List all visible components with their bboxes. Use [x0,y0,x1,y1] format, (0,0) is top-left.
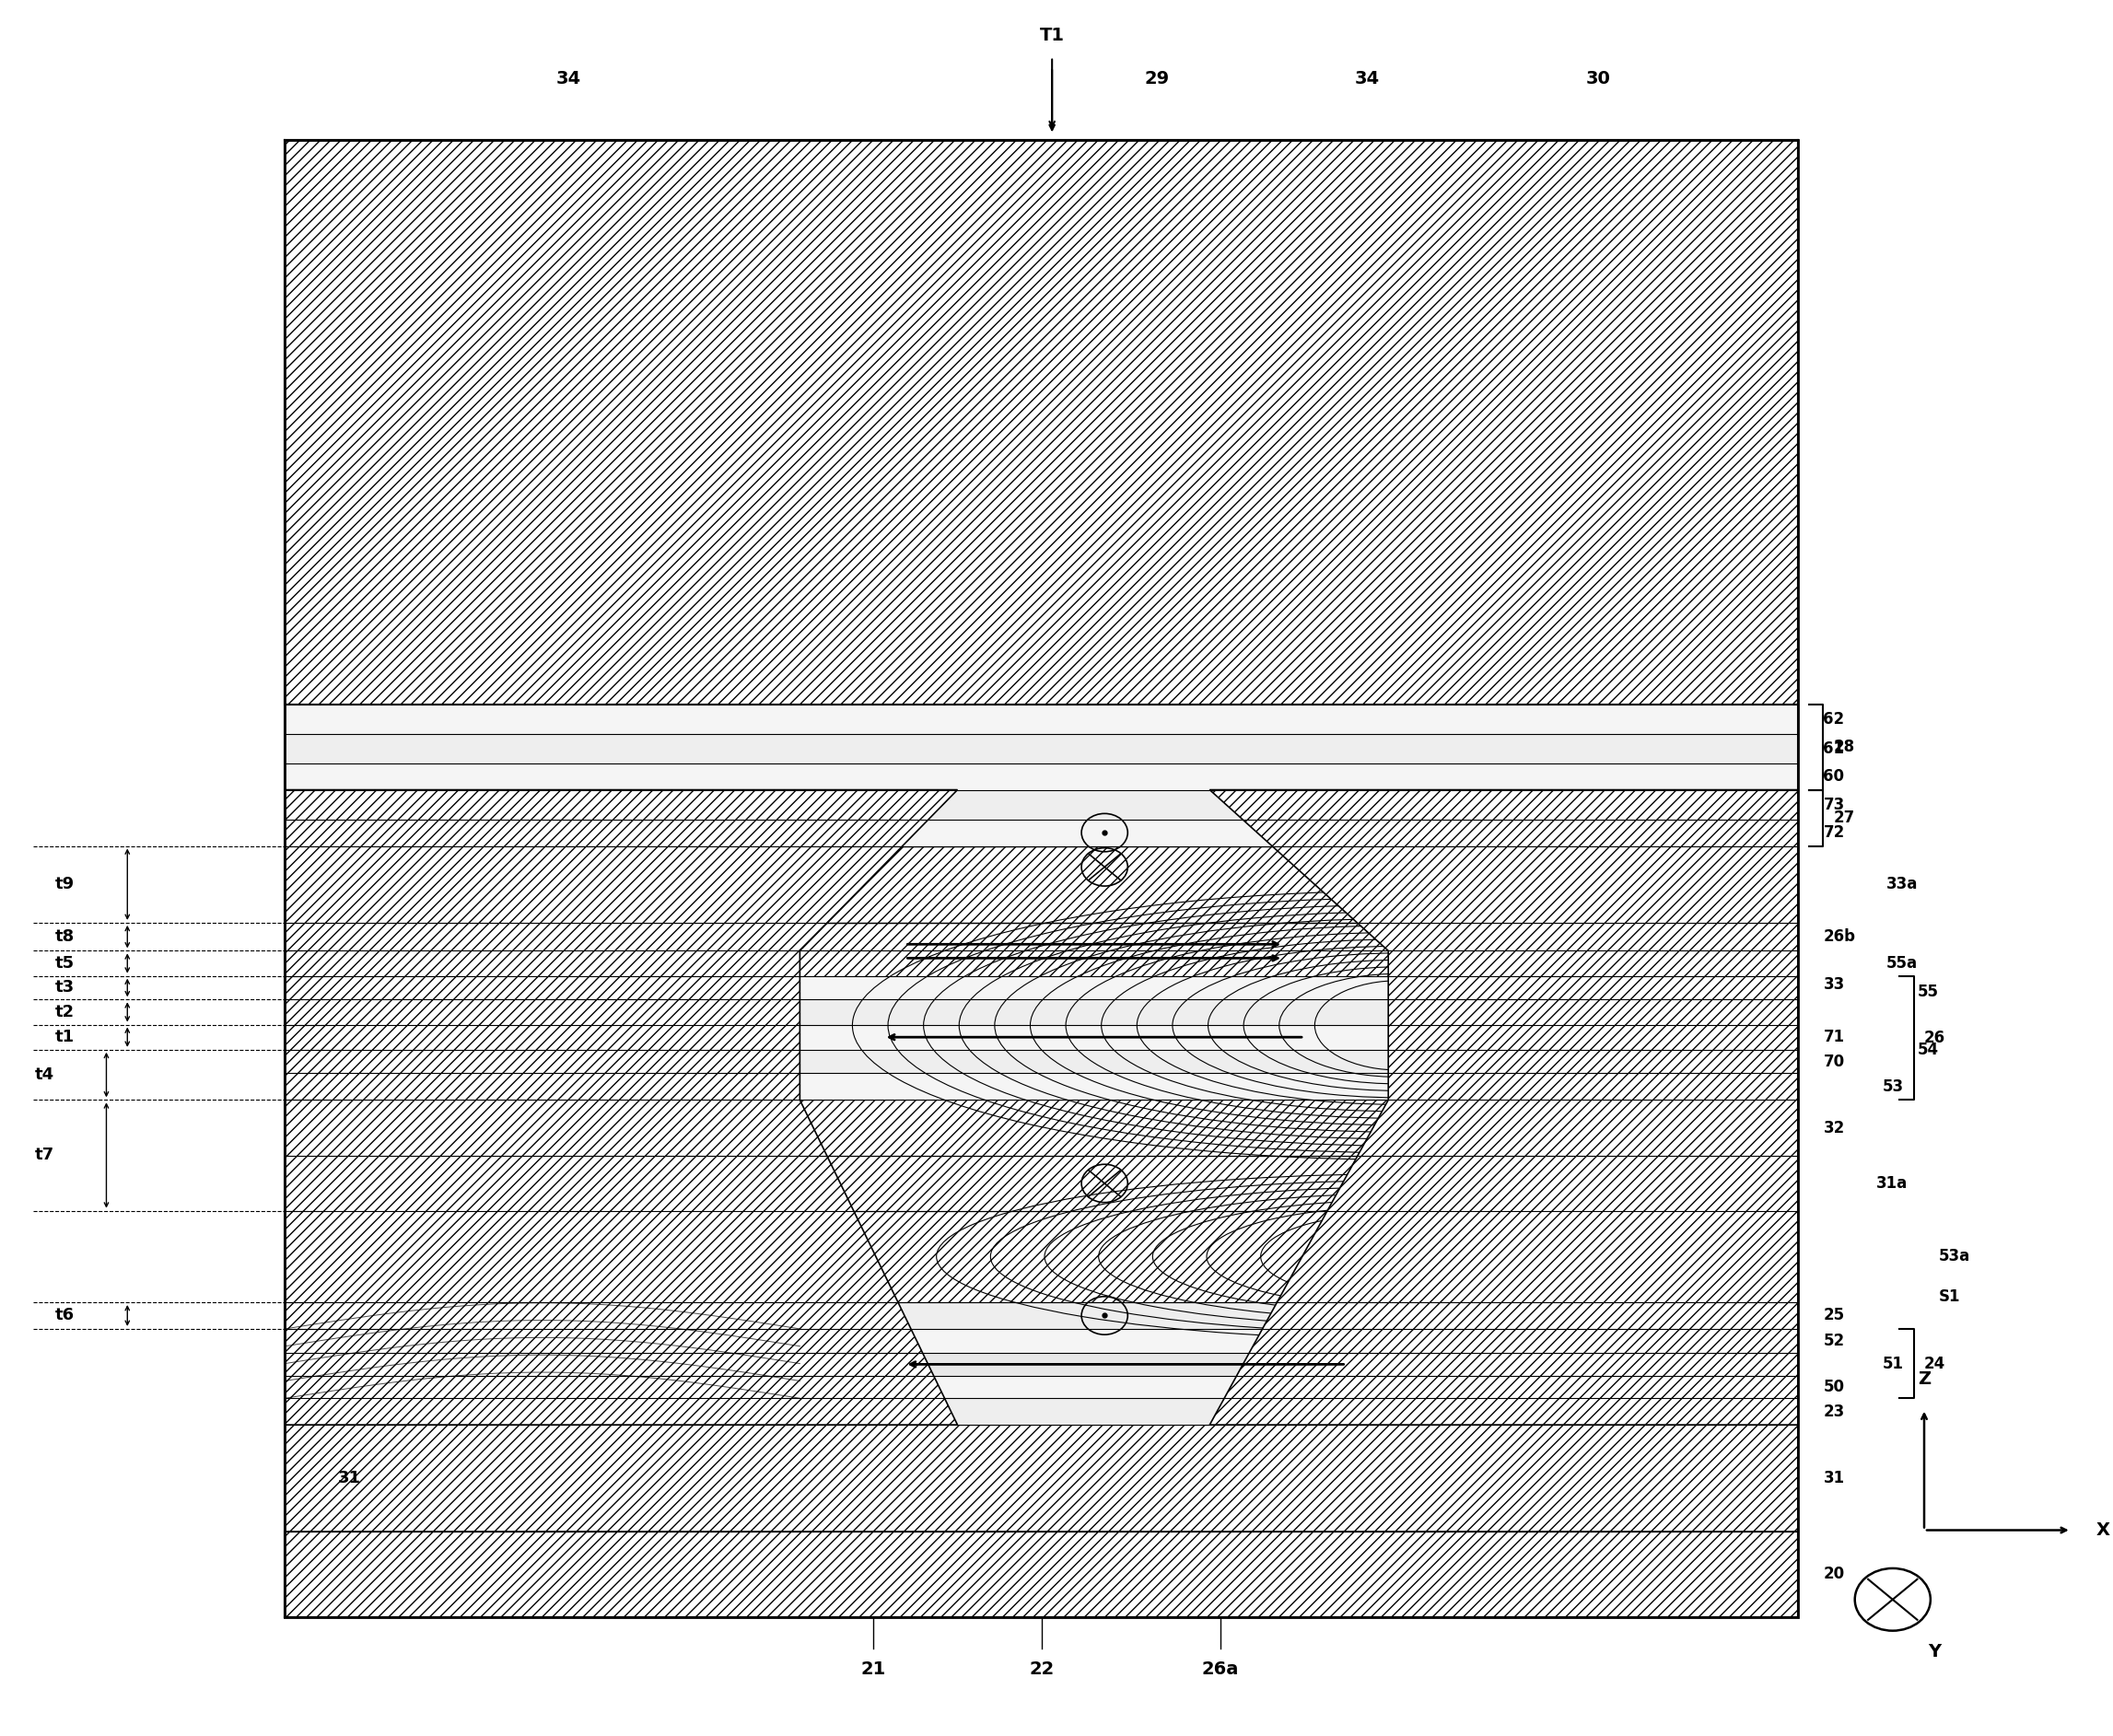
Bar [285,1377,1798,1397]
Text: 71: 71 [1824,1029,1845,1045]
Polygon shape [1209,790,1798,1425]
Text: t7: t7 [34,1147,53,1163]
Text: Y: Y [1929,1642,1942,1660]
Text: 21: 21 [860,1660,885,1677]
Text: 31: 31 [1824,1470,1845,1486]
Text: 26b: 26b [328,929,361,944]
Text: 31: 31 [338,1470,361,1486]
Text: 27: 27 [1834,809,1855,826]
Bar [285,1156,1798,1210]
Text: 26b: 26b [1824,929,1855,944]
Bar [285,1425,1798,1531]
Bar [285,924,1798,951]
Bar [285,734,1798,764]
Text: 52: 52 [1824,1332,1845,1349]
Text: 61: 61 [1824,740,1845,757]
Text: 34: 34 [1354,71,1380,89]
Text: t5: t5 [55,955,74,972]
Text: 60: 60 [1824,769,1845,785]
Text: 32: 32 [1824,1120,1845,1137]
Text: t3: t3 [55,979,74,996]
Text: 20: 20 [1824,1566,1845,1581]
Text: S1: S1 [338,1335,361,1351]
Text: t4: t4 [34,1066,53,1083]
Bar [285,1397,1798,1425]
Text: 33: 33 [338,1147,361,1163]
Bar [285,790,1798,819]
Text: 26: 26 [1925,1029,1946,1047]
Text: 25: 25 [1824,1307,1845,1325]
Text: 33a: 33a [1887,877,1919,892]
Text: 29: 29 [1145,71,1171,89]
Text: 55: 55 [1919,983,1940,1000]
Text: 51: 51 [1883,1356,1904,1373]
Bar [285,951,1798,976]
Text: 50: 50 [1824,1378,1845,1396]
Bar [285,1101,1798,1156]
Bar [285,1024,1798,1050]
Text: 53a: 53a [1940,1248,1971,1266]
Text: S1: S1 [1940,1288,1961,1305]
Text: 32: 32 [338,1175,361,1191]
Text: t6: t6 [55,1307,74,1325]
Text: 53a: 53a [338,1312,372,1328]
Text: Z: Z [1919,1370,1931,1389]
Text: 31a: 31a [338,1266,372,1283]
Text: 28: 28 [1834,740,1855,755]
Text: 33: 33 [1824,976,1845,993]
Bar [285,1073,1798,1101]
Text: 31a: 31a [1876,1175,1908,1191]
Text: 26a: 26a [1202,1660,1238,1677]
Text: X: X [2096,1521,2111,1538]
Text: 70: 70 [1824,1054,1845,1069]
Text: 62: 62 [1824,710,1845,727]
Bar [285,141,1798,1616]
Text: 22: 22 [1029,1660,1054,1677]
Text: 24: 24 [1925,1356,1946,1371]
Text: t9: t9 [55,877,74,892]
Text: 72: 72 [1824,825,1845,840]
Bar [285,1000,1798,1024]
Text: 30: 30 [1587,71,1610,89]
Bar [285,1328,1798,1352]
Bar [285,1050,1798,1073]
Text: 55a: 55a [328,955,361,972]
Text: T1: T1 [1040,28,1065,45]
Text: t8: t8 [55,929,74,944]
Text: 54: 54 [1919,1042,1940,1057]
Text: t2: t2 [55,1003,74,1021]
Bar [285,705,1798,734]
Bar [285,1210,1798,1302]
Text: 53: 53 [1883,1078,1904,1095]
Bar [285,1352,1798,1377]
Text: 23: 23 [1824,1403,1845,1420]
Bar [285,845,1798,924]
Text: 73: 73 [1824,797,1845,812]
Bar [285,1531,1798,1616]
Bar [285,764,1798,790]
Bar [285,141,1798,705]
Polygon shape [285,790,957,1425]
Bar [285,1302,1798,1328]
Bar [285,976,1798,1000]
Text: 34: 34 [556,71,581,89]
Text: 33a: 33a [328,877,361,892]
Text: t1: t1 [55,1029,74,1045]
Text: 33: 33 [338,974,361,991]
Text: 55a: 55a [1887,955,1919,972]
Bar [285,819,1798,845]
